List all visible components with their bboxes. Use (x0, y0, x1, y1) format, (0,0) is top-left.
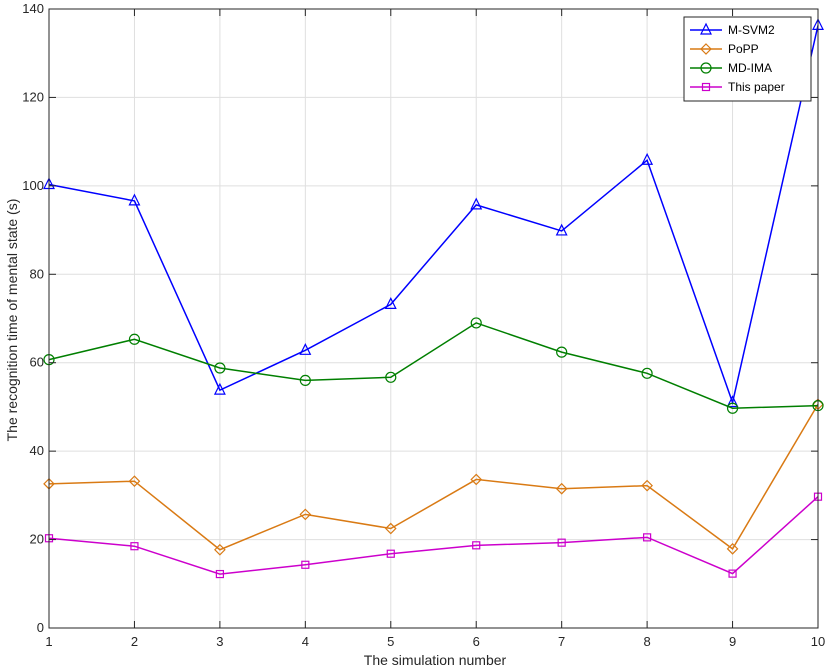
plot-area (49, 9, 818, 628)
data-point-md-ima (726, 402, 739, 414)
y-tick-label: 0 (37, 620, 44, 635)
data-point-this-paper (728, 569, 737, 578)
data-point-this-paper (472, 541, 481, 550)
data-point-m-svm2 (641, 152, 654, 165)
y-tick-label: 80 (30, 266, 44, 281)
x-tick-label: 10 (811, 634, 825, 649)
data-point-this-paper (643, 533, 652, 542)
data-point-m-svm2 (470, 197, 483, 210)
axes-box (48, 8, 819, 629)
series-this-paper (44, 492, 823, 579)
y-tick-label: 60 (30, 355, 44, 370)
data-point-popp (299, 508, 312, 521)
legend: M-SVM2 PoPP MD-IMA This paper (683, 16, 812, 102)
data-point-md-ima (385, 371, 397, 383)
y-tick-label: 100 (22, 178, 44, 193)
x-tick-label: 4 (302, 634, 309, 649)
y-tick-label: 140 (22, 1, 44, 16)
data-point-md-ima (214, 362, 226, 374)
x-tick-label: 7 (558, 634, 565, 649)
series-line-md-ima (48, 322, 819, 410)
data-point-popp (470, 473, 483, 486)
data-point-md-ima (556, 346, 568, 358)
data-point-popp (128, 475, 141, 488)
data-point-popp (384, 522, 397, 535)
y-axis-label: The recognition time of mental state (s) (4, 199, 20, 442)
x-tick-label: 1 (45, 634, 52, 649)
series-layer (43, 18, 824, 579)
data-point-popp (726, 543, 739, 555)
data-point-m-svm2 (213, 382, 226, 395)
data-point-popp (214, 543, 226, 556)
data-point-m-svm2 (128, 193, 141, 206)
series-line-this-paper (48, 496, 819, 575)
x-axis-label: The simulation number (364, 652, 507, 668)
legend-marker-this-paper (701, 82, 711, 92)
data-point-this-paper (130, 542, 139, 551)
x-tick-label: 3 (216, 634, 223, 649)
legend-marker-md-ima (700, 62, 712, 74)
y-tick-label: 40 (30, 443, 44, 458)
data-point-this-paper (215, 569, 224, 579)
y-tick-label: 120 (22, 89, 44, 104)
series-line-popp (48, 403, 819, 551)
data-point-m-svm2 (555, 223, 568, 236)
y-tick-label: 20 (30, 532, 44, 547)
x-tick-label: 5 (387, 634, 394, 649)
series-line-m-svm2 (48, 25, 819, 406)
legend-marker-m-svm2 (700, 22, 712, 35)
data-point-md-ima (299, 374, 311, 386)
x-tick-label: 9 (729, 634, 736, 649)
data-point-this-paper (386, 549, 395, 558)
data-point-m-svm2 (726, 395, 739, 408)
x-tick-label: 6 (473, 634, 480, 649)
legend-label-m-svm2: M-SVM2 (728, 23, 775, 37)
legend-label-md-ima: MD-IMA (728, 61, 772, 75)
x-tick-label: 8 (643, 634, 650, 649)
data-point-popp (555, 482, 568, 495)
legend-label-popp: PoPP (728, 42, 759, 56)
legend-marker-popp (700, 43, 712, 55)
axes (48, 8, 819, 629)
data-point-this-paper (557, 538, 566, 547)
legend-label-this-paper: This paper (728, 80, 785, 94)
data-point-md-ima (641, 367, 653, 379)
data-point-popp (641, 479, 653, 492)
data-point-m-svm2 (384, 297, 397, 309)
x-tick-label: 2 (131, 634, 138, 649)
data-point-m-svm2 (299, 342, 312, 355)
data-point-md-ima (128, 333, 141, 345)
data-point-this-paper (301, 560, 310, 569)
series-m-svm2 (43, 18, 824, 408)
data-point-md-ima (470, 317, 482, 329)
